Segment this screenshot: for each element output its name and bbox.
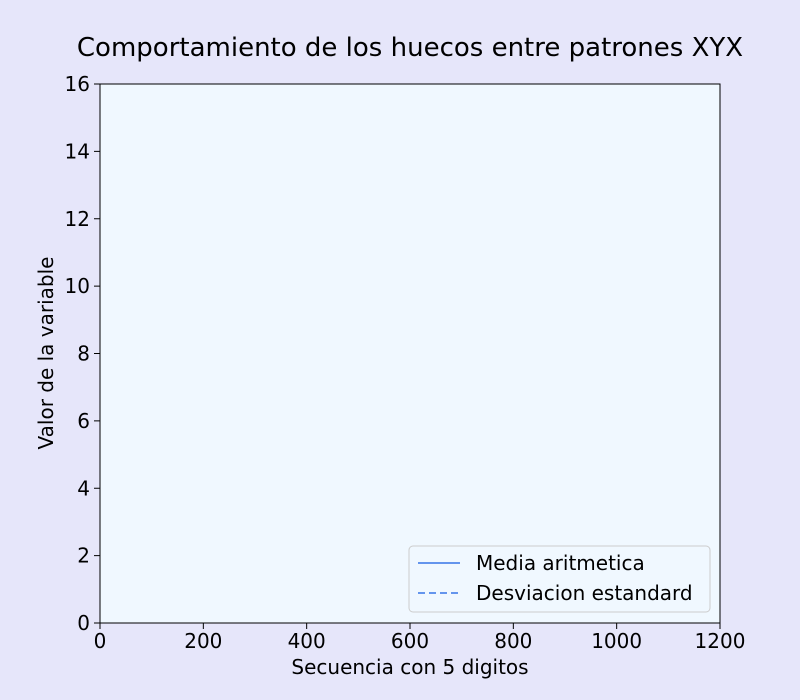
y-tick-label: 12 [65,207,90,231]
legend-label-desviacion: Desviacion estandard [476,581,693,605]
y-axis: 0 2 4 6 8 10 12 14 16 [65,72,100,635]
x-tick-label: 1200 [695,629,746,653]
x-axis: 0 200 400 600 800 1000 1200 [94,623,746,653]
y-tick-label: 4 [77,476,90,500]
x-tick-label: 200 [184,629,222,653]
legend-box [408,545,711,613]
x-tick-label: 0 [94,629,107,653]
x-tick-label: 1000 [591,629,642,653]
y-tick-label: 6 [77,409,90,433]
y-tick-label: 0 [77,611,90,635]
legend-label-media: Media aritmetica [476,551,645,575]
chart-title: Comportamiento de los huecos entre patro… [77,33,743,63]
plot-area [99,83,721,624]
x-tick-label: 600 [391,629,429,653]
y-tick-label: 16 [65,72,90,96]
legend: Media aritmetica Desviacion estandard [408,545,711,613]
y-tick-label: 10 [65,274,90,298]
y-tick-label: 8 [77,342,90,366]
x-tick-label: 400 [288,629,326,653]
y-tick-label: 2 [77,544,90,568]
y-tick-label: 14 [65,139,90,163]
x-tick-label: 800 [494,629,532,653]
y-axis-label: Valor de la variable [34,257,58,450]
x-axis-label: Secuencia con 5 digitos [291,655,528,679]
